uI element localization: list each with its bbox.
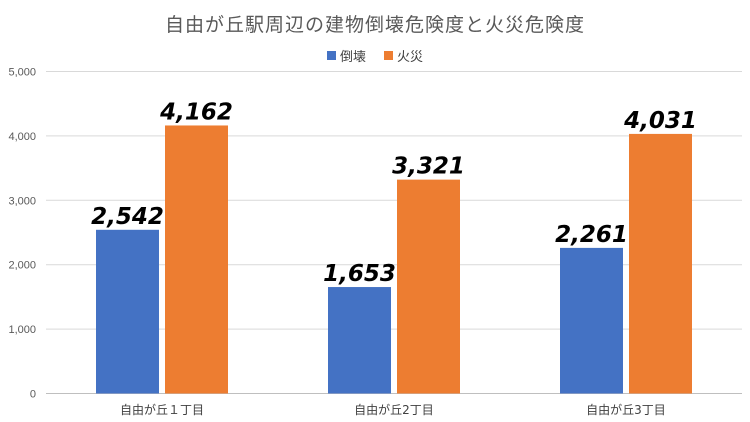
legend-item-collapse: 倒壊 bbox=[326, 46, 366, 65]
y-tick-label: 2,000 bbox=[8, 260, 36, 272]
y-tick-label: 0 bbox=[30, 389, 36, 401]
data-label: 2,542 bbox=[91, 204, 164, 230]
legend-swatch-fire bbox=[384, 51, 393, 60]
data-label: 2,261 bbox=[555, 222, 628, 248]
legend-label-fire: 火災 bbox=[397, 50, 424, 65]
y-tick-label: 4,000 bbox=[8, 131, 36, 143]
legend-swatch-collapse bbox=[326, 51, 336, 60]
y-tick-label: 3,000 bbox=[8, 195, 36, 207]
chart-title: 自由が丘駅周辺の建物倒壊危険度と火災危険度 bbox=[164, 14, 585, 36]
bar-collapse bbox=[560, 247, 623, 394]
data-label: 1,653 bbox=[323, 261, 396, 287]
bar-fire bbox=[165, 125, 228, 394]
x-tick-label: 自由が丘１丁目 bbox=[120, 402, 204, 417]
legend-label-collapse: 倒壊 bbox=[339, 50, 366, 65]
y-tick-label: 1,000 bbox=[8, 324, 36, 336]
bar-fire bbox=[629, 133, 692, 394]
bar-collapse bbox=[96, 229, 159, 394]
legend: 倒壊 火災 bbox=[0, 46, 750, 65]
data-label: 4,162 bbox=[159, 99, 233, 125]
y-tick-label: 5,000 bbox=[8, 67, 36, 79]
bar-fire bbox=[397, 179, 460, 394]
data-label: 4,031 bbox=[623, 108, 697, 134]
x-tick-label: 自由が丘2丁目 bbox=[354, 402, 434, 417]
bar-collapse bbox=[328, 287, 391, 394]
legend-item-fire: 火災 bbox=[384, 46, 423, 65]
x-tick-label: 自由が丘3丁目 bbox=[586, 402, 666, 417]
data-label: 3,321 bbox=[392, 154, 465, 180]
